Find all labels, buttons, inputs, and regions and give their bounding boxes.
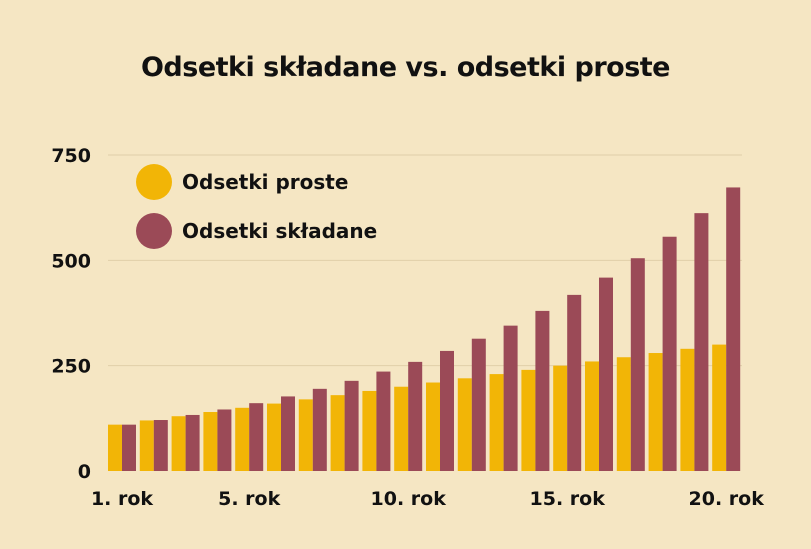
bar-compound-interest: [408, 361, 423, 471]
bar-compound-interest: [567, 294, 582, 471]
bar-compound-interest: [153, 420, 168, 471]
bar-compound-interest: [471, 338, 486, 471]
x-tick-label: 10. rok: [371, 488, 447, 510]
bar-compound-interest: [344, 380, 359, 471]
bar-simple-interest: [203, 412, 218, 471]
y-tick-label: 750: [51, 145, 91, 167]
bar-simple-interest: [489, 374, 504, 471]
bar-simple-interest: [235, 407, 250, 471]
bar-simple-interest: [712, 344, 727, 471]
legend-label: Odsetki proste: [182, 170, 348, 194]
chart-title: Odsetki składane vs. odsetki proste: [140, 52, 671, 83]
bar-simple-interest: [298, 399, 313, 471]
bar-simple-interest: [171, 416, 186, 471]
bar-compound-interest: [185, 414, 200, 471]
y-tick-label: 0: [78, 461, 91, 483]
bar-compound-interest: [376, 371, 391, 471]
bar-simple-interest: [616, 357, 631, 471]
bar-compound-interest: [249, 403, 264, 471]
bar-compound-interest: [726, 187, 741, 471]
x-tick-label: 5. rok: [218, 488, 280, 510]
bar-simple-interest: [553, 365, 568, 471]
y-tick-label: 500: [51, 250, 91, 272]
legend-swatch: [136, 164, 172, 200]
bar-compound-interest: [503, 325, 518, 471]
bar-simple-interest: [680, 348, 695, 471]
y-tick-label: 250: [51, 356, 91, 378]
bar-compound-interest: [281, 396, 295, 471]
legend-swatch: [136, 213, 172, 249]
bar-simple-interest: [521, 369, 536, 471]
bar-compound-interest: [662, 236, 677, 471]
legend-label: Odsetki składane: [182, 219, 377, 243]
bar-compound-interest: [630, 258, 645, 471]
bar-compound-interest: [694, 213, 709, 472]
bar-compound-interest: [440, 350, 454, 471]
bar-simple-interest: [139, 420, 154, 471]
bar-simple-interest: [457, 378, 472, 471]
x-tick-label: 1. rok: [91, 488, 153, 510]
x-tick-label: 15. rok: [530, 488, 606, 510]
bar-simple-interest: [585, 361, 599, 471]
bar-compound-interest: [599, 277, 613, 471]
bar-compound-interest: [122, 424, 136, 471]
bar-simple-interest: [267, 403, 281, 471]
bar-compound-interest: [312, 388, 327, 471]
bar-simple-interest: [394, 386, 409, 471]
bar-compound-interest: [217, 409, 232, 471]
bar-simple-interest: [426, 382, 440, 471]
bar-simple-interest: [648, 353, 663, 471]
bar-simple-interest: [362, 390, 377, 471]
x-tick-label: 20. rok: [689, 488, 765, 510]
bar-simple-interest: [330, 395, 345, 471]
bar-compound-interest: [535, 310, 550, 471]
bar-simple-interest: [108, 424, 122, 471]
